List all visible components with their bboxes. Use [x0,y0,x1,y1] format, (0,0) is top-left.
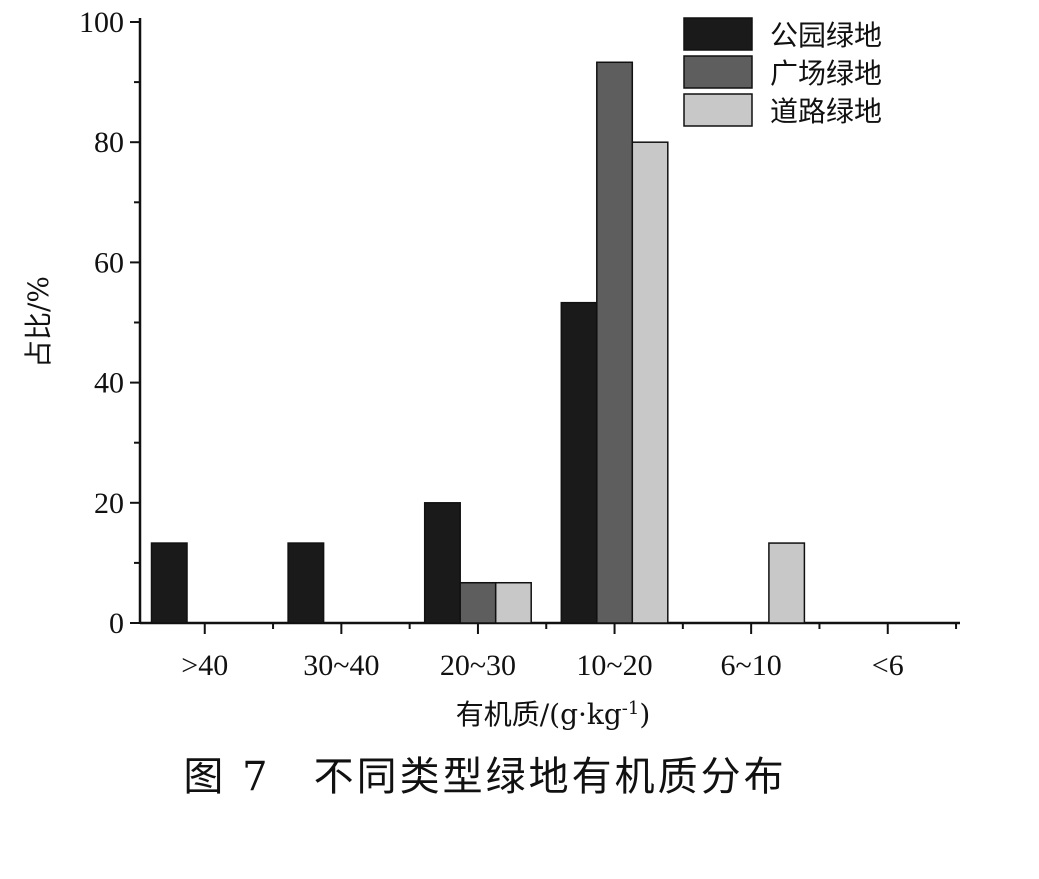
axes: 0 20 40 60 80 100 >40 30~40 20~30 10~20 6~10 <6 [79,6,960,682]
legend-label: 道路绿地 [770,95,882,128]
y-tick-label: 80 [94,126,124,159]
legend-swatch [683,55,753,89]
x-tick-label: >40 [181,649,228,682]
x-axis-title: 有机质/(g·kg-1) [456,698,651,732]
legend-swatch [683,17,753,51]
bars [150,61,806,624]
bar [596,61,634,624]
x-tick-label: 20~30 [440,649,516,682]
legend-label: 公园绿地 [770,19,882,52]
bar [423,502,461,624]
bar [494,581,532,624]
x-tick-label: 30~40 [303,649,379,682]
bar [150,542,188,624]
y-tick-label: 100 [79,6,124,39]
y-tick-label: 0 [109,607,124,640]
legend-label: 广场绿地 [770,57,882,90]
x-tick-label: <6 [872,649,904,682]
legend-swatch [683,93,753,127]
y-tick-label: 60 [94,246,124,279]
y-tick-label: 20 [94,487,124,520]
x-tick-label: 10~20 [576,649,652,682]
bar [560,301,598,624]
figure-caption: 图 7 不同类型绿地有机质分布 [183,754,786,800]
bar [768,542,806,624]
x-tick-label: 6~10 [721,649,782,682]
y-axis-title: 占比/% [22,276,55,368]
y-tick-label: 40 [94,367,124,400]
bar [459,581,497,624]
bar [287,542,325,624]
bar [631,141,669,624]
